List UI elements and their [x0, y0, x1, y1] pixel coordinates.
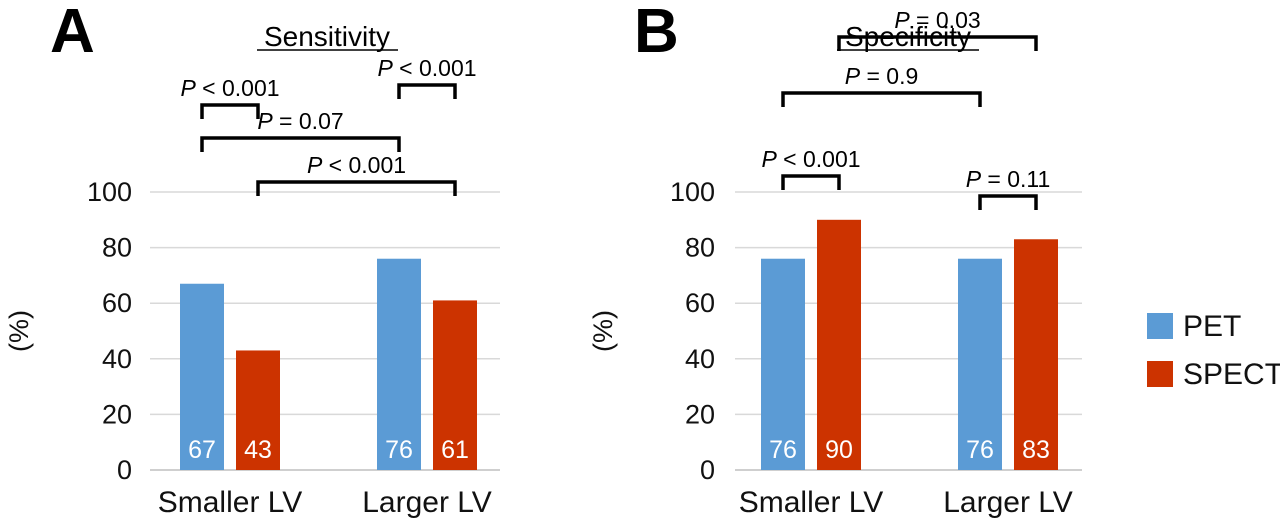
bar-value-label: 67 [188, 436, 216, 464]
x-category-label: Smaller LV [158, 486, 303, 519]
legend-label: PET [1183, 310, 1241, 343]
y-tick-label: 20 [102, 399, 132, 429]
panel-letter: B [634, 0, 679, 66]
bar-spect-larger-lv [433, 300, 477, 470]
bar-pet-larger-lv [377, 258, 421, 470]
legend-swatch-pet [1147, 313, 1173, 339]
y-tick-label: 0 [700, 455, 715, 485]
bar-pet-smaller-lv [761, 258, 805, 470]
bar-value-label: 76 [385, 436, 413, 464]
legend-label: SPECT [1183, 358, 1280, 391]
y-tick-label: 100 [87, 177, 132, 207]
y-tick-label: 80 [102, 233, 132, 263]
p-value-label: P < 0.001 [761, 146, 860, 172]
significance-bracket [200, 103, 260, 119]
bar-value-label: 61 [441, 436, 469, 464]
legend-swatch-spect [1147, 361, 1173, 387]
x-category-label: Larger LV [943, 486, 1073, 519]
bar-value-label: 83 [1022, 436, 1050, 464]
p-value-label: P < 0.001 [180, 75, 279, 101]
y-tick-label: 40 [685, 344, 715, 374]
p-value-label: P < 0.001 [377, 55, 476, 81]
p-value-label: P = 0.07 [257, 108, 343, 134]
significance-bracket [200, 136, 401, 152]
y-tick-label: 40 [102, 344, 132, 374]
bar-value-label: 90 [825, 436, 853, 464]
significance-bracket [781, 91, 982, 107]
bar-pet-smaller-lv [180, 283, 224, 470]
x-category-label: Smaller LV [739, 486, 884, 519]
panel-title: Sensitivity [264, 21, 390, 52]
p-value-label: P = 0.03 [894, 7, 980, 33]
y-tick-label: 20 [685, 399, 715, 429]
bar-spect-larger-lv [1014, 239, 1058, 470]
bar-value-label: 76 [966, 436, 994, 464]
y-tick-label: 100 [670, 177, 715, 207]
y-tick-label: 60 [685, 288, 715, 318]
bar-value-label: 43 [244, 436, 272, 464]
x-category-label: Larger LV [362, 486, 492, 519]
y-tick-label: 0 [117, 455, 132, 485]
significance-bracket [837, 35, 1038, 51]
significance-bracket [781, 174, 841, 190]
panel-a: A Sensitivity 0 20 40 60 80 100 (%) 67 43 Smaller L… [4, 0, 500, 519]
y-axis-label: (%) [588, 310, 618, 352]
significance-bracket [256, 180, 457, 196]
y-tick-label: 60 [102, 288, 132, 318]
p-value-label: P = 0.11 [966, 166, 1051, 192]
bar-value-label: 76 [769, 436, 797, 464]
y-tick-label: 80 [685, 233, 715, 263]
bar-spect-smaller-lv [236, 350, 280, 470]
p-value-label: P < 0.001 [307, 152, 406, 178]
bar-pet-larger-lv [958, 258, 1002, 470]
p-value-label: P = 0.9 [845, 63, 919, 89]
panel-letter: A [50, 0, 95, 66]
legend: PET SPECT [1147, 310, 1280, 391]
bar-spect-smaller-lv [817, 219, 861, 470]
y-axis-label: (%) [4, 310, 34, 352]
significance-bracket [397, 83, 457, 99]
significance-bracket [978, 194, 1038, 210]
